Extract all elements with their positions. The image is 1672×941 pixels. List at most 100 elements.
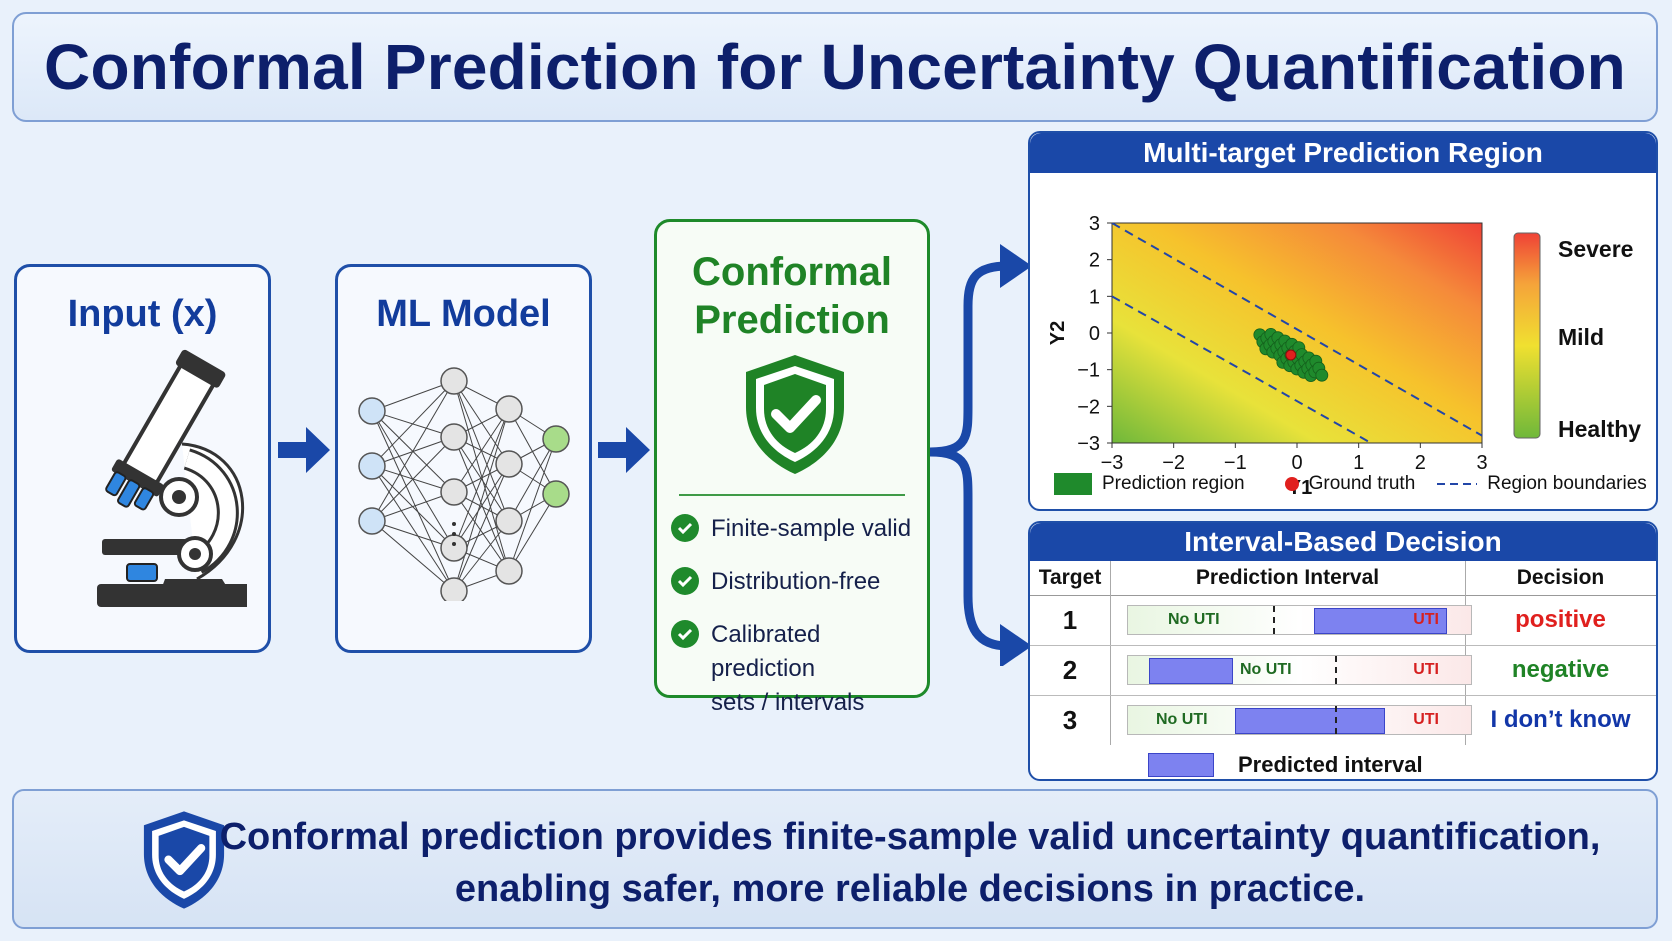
model-box: ML Model	[335, 264, 592, 653]
predicted-interval	[1234, 708, 1386, 734]
feature-item: Distribution-free	[671, 565, 921, 599]
feature-item: Calibrated prediction sets / intervals	[671, 618, 921, 720]
feature-label: sets / intervals	[711, 689, 865, 716]
y-tick-label: 2	[1089, 250, 1100, 272]
legend-swatch-region	[1054, 473, 1092, 495]
region-chart-card: Multi-target Prediction Region −3 −2 −1 0 1 2…	[1028, 131, 1658, 511]
nn-edge	[371, 491, 455, 522]
nn-node	[495, 507, 523, 535]
y-tick-label: −2	[1077, 396, 1100, 418]
no-uti-label: No UTI	[1240, 661, 1292, 678]
nn-edge	[508, 438, 557, 522]
nn-ellipsis-dot	[452, 522, 456, 526]
decision-threshold	[1335, 706, 1337, 734]
uti-label: UTI	[1413, 661, 1439, 678]
nn-edge	[453, 408, 510, 549]
nn-node	[440, 367, 468, 395]
y-axis-label: Y2	[1047, 321, 1069, 345]
model-box-title: ML Model	[376, 293, 551, 335]
legend-label: Ground truth	[1308, 473, 1416, 494]
decision-title: Interval-Based Decision	[1030, 523, 1656, 561]
conformal-box-title: Conformal Prediction	[657, 248, 927, 344]
nn-edge	[371, 520, 455, 549]
nn-node	[440, 423, 468, 451]
uti-label: UTI	[1413, 711, 1439, 728]
microscope-icon	[97, 349, 247, 607]
nn-node	[440, 577, 468, 601]
summary-text: Conformal prediction provides finite-sam…	[204, 811, 1616, 915]
nn-node	[358, 452, 386, 480]
nn-edge	[453, 520, 510, 592]
shield-check-icon	[746, 355, 844, 474]
nn-edge	[453, 491, 510, 572]
feature-label: Calibrated prediction	[711, 621, 821, 682]
no-uti-label: No UTI	[1168, 611, 1220, 628]
decision-threshold	[1272, 606, 1275, 634]
summary-banner: Conformal prediction provides finite-sam…	[12, 789, 1658, 929]
nn-edge	[371, 520, 455, 592]
no-uti-label: No UTI	[1156, 711, 1208, 728]
conformal-title-line1: Conformal	[692, 250, 892, 294]
interval-legend: Predicted interval	[1148, 752, 1423, 778]
x-tick-label: 0	[1291, 452, 1302, 474]
divider	[679, 494, 905, 496]
summary-line2: enabling safer, more reliable decisions …	[454, 868, 1366, 910]
legend-swatch-interval	[1148, 753, 1214, 777]
nn-ellipsis-dot	[452, 532, 456, 536]
predicted-interval	[1148, 658, 1234, 684]
colorbar	[1513, 232, 1541, 439]
check-circle-icon	[671, 514, 699, 542]
y-tick-label: 0	[1089, 323, 1100, 345]
branch-arrows-icon	[929, 244, 1032, 666]
decision-table: Target Prediction Interval Decision 1 No UTI…	[1030, 561, 1656, 747]
target-cell: 3	[1062, 704, 1078, 735]
summary-line1: Conformal prediction provides finite-sam…	[219, 816, 1601, 858]
input-box-title: Input (x)	[67, 293, 218, 335]
x-tick-label: 2	[1415, 452, 1426, 474]
nn-node	[542, 480, 570, 508]
y-tick-label: −3	[1077, 433, 1100, 455]
nn-edge	[453, 436, 510, 572]
shield-check-icon	[143, 811, 225, 909]
nn-node	[440, 534, 468, 562]
nn-node	[495, 450, 523, 478]
target-cell: 1	[1062, 604, 1078, 635]
x-tick-label: −2	[1162, 452, 1185, 474]
prediction-region-point	[1315, 368, 1329, 382]
table-header: Target	[1038, 566, 1102, 589]
decision-cell: positive	[1515, 606, 1606, 633]
interval-bar: No UTI UTI	[1127, 605, 1472, 635]
x-tick-label: 3	[1476, 452, 1487, 474]
decision-cell: I don’t know	[1490, 706, 1631, 733]
nn-edge	[371, 380, 455, 467]
nn-edge	[371, 380, 455, 522]
nn-edge	[508, 438, 557, 572]
nn-edge	[453, 463, 510, 549]
legend: Prediction region Ground truth Region bo…	[1054, 473, 1647, 495]
nn-ellipsis-dot	[452, 542, 456, 546]
nn-node	[440, 478, 468, 506]
check-circle-icon	[671, 620, 699, 648]
legend-label: Predicted interval	[1238, 752, 1423, 777]
nn-edge	[453, 463, 510, 592]
check-circle-icon	[671, 567, 699, 595]
target-cell: 2	[1062, 654, 1078, 685]
region-boundary-line	[1112, 295, 1372, 443]
decision-card: Interval-Based Decision Target Prediction…	[1028, 521, 1658, 781]
input-box: Input (x)	[14, 264, 271, 653]
nn-edge	[371, 436, 455, 522]
table-rule	[1030, 645, 1656, 646]
nn-edge	[371, 410, 455, 592]
table-rule	[1030, 595, 1656, 596]
interval-bar: No UTI UTI	[1127, 655, 1472, 685]
arrow-icon	[278, 427, 330, 473]
table-header: Prediction Interval	[1195, 566, 1380, 589]
feature-item: Finite-sample valid	[671, 512, 921, 546]
nn-edge	[453, 408, 510, 592]
region-chart-title: Multi-target Prediction Region	[1030, 133, 1656, 173]
x-tick-label: 1	[1353, 452, 1364, 474]
nn-node	[542, 425, 570, 453]
neural-network-icon	[358, 367, 570, 601]
decision-threshold	[1335, 656, 1337, 684]
